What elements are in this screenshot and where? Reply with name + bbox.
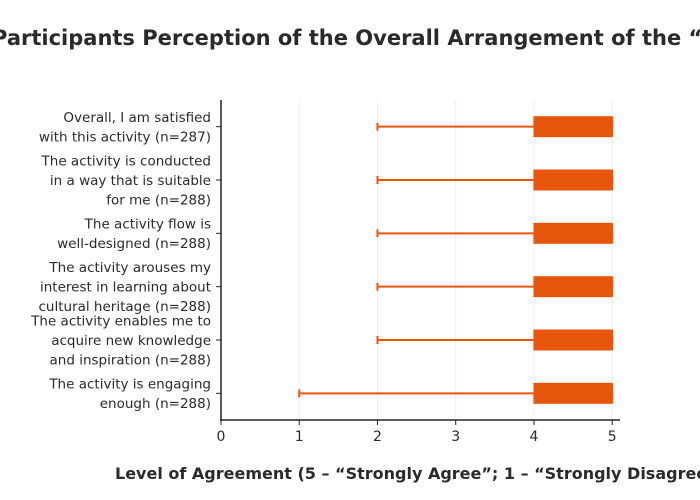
category-label: The activity is conducted in a way that i… bbox=[41, 154, 211, 209]
category-label-line: Overall, I am satisfied bbox=[63, 110, 211, 126]
category-label-line: The activity flow is bbox=[84, 217, 211, 233]
box-group bbox=[376, 222, 614, 244]
box-group bbox=[376, 116, 614, 138]
category-label-line: well-designed (n=288) bbox=[57, 236, 211, 252]
category-label: The activity flow is well-designed (n=288… bbox=[57, 217, 211, 253]
category-label-line: The activity arouses my bbox=[48, 260, 211, 276]
category-label-line: with this activity (n=287) bbox=[39, 129, 211, 145]
box-iqr bbox=[533, 116, 613, 138]
box-group bbox=[298, 382, 614, 404]
category-label: Overall, I am satisfied with this activit… bbox=[39, 110, 211, 146]
category-label-line: The activity is conducted bbox=[41, 154, 211, 170]
box-iqr bbox=[533, 169, 613, 191]
box-series bbox=[298, 116, 614, 404]
box-group bbox=[376, 169, 614, 191]
axes: 0 1 2 3 4 5 bbox=[216, 100, 620, 445]
box-iqr bbox=[533, 329, 613, 351]
category-label: The activity is engaging enough (n=288) bbox=[48, 377, 211, 413]
x-axis-label: Level of Agreement (5 – “Strongly Agree”… bbox=[115, 464, 700, 483]
category-label-line: in a way that is suitable bbox=[50, 173, 211, 189]
box-group bbox=[376, 276, 614, 298]
box-group bbox=[376, 329, 614, 351]
x-tick-label: 2 bbox=[373, 429, 382, 445]
category-label-line: enough (n=288) bbox=[100, 396, 211, 412]
x-tick-label: 1 bbox=[295, 429, 304, 445]
category-label-line: acquire new knowledge bbox=[51, 333, 211, 349]
category-label-line: The activity enables me to bbox=[30, 314, 211, 330]
category-label-line: The activity is engaging bbox=[48, 377, 211, 393]
category-label-line: and inspiration (n=288) bbox=[50, 353, 212, 369]
box-iqr bbox=[533, 222, 613, 244]
category-label-line: for me (n=288) bbox=[106, 193, 211, 209]
chart-title-text: Participants Perception of the Overall A… bbox=[0, 26, 700, 50]
category-label-line: cultural heritage (n=288) bbox=[38, 299, 211, 315]
grid-lines bbox=[298, 100, 613, 420]
x-tick-label: 4 bbox=[529, 429, 538, 445]
box-iqr bbox=[533, 382, 613, 404]
category-label: The activity arouses my interest in learn… bbox=[38, 260, 211, 315]
category-labels: Overall, I am satisfied with this activit… bbox=[30, 110, 211, 412]
x-tick-label: 0 bbox=[217, 429, 226, 445]
category-label: The activity enables me to acquire new kn… bbox=[30, 314, 211, 369]
category-label-line: interest in learning about bbox=[40, 280, 211, 296]
x-tick-label: 3 bbox=[451, 429, 460, 445]
chart-title: Participants Perception of the Overall A… bbox=[0, 26, 700, 58]
x-tick-label: 5 bbox=[608, 429, 617, 445]
box-iqr bbox=[533, 276, 613, 298]
